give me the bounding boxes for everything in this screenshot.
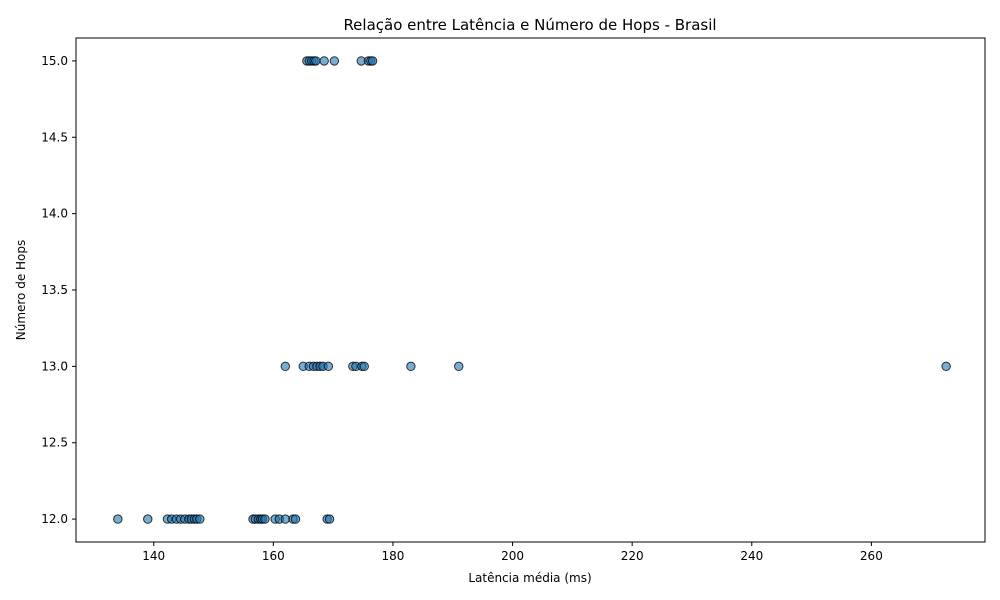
y-tick-label: 13.0 — [41, 359, 68, 373]
x-tick-label: 140 — [142, 549, 165, 563]
chart-title: Relação entre Latência e Número de Hops … — [343, 16, 716, 34]
x-tick-label: 200 — [501, 549, 524, 563]
y-axis-label: Número de Hops — [14, 240, 28, 341]
x-tick-label: 260 — [860, 549, 883, 563]
y-tick-label: 14.5 — [41, 130, 68, 144]
data-point-44 — [311, 56, 321, 66]
y-tick-label: 14.0 — [41, 207, 68, 221]
data-point-50 — [367, 56, 378, 66]
x-tick-label: 240 — [740, 549, 763, 563]
data-point-20 — [280, 514, 291, 524]
x-tick-label: 180 — [382, 549, 405, 563]
y-tick-label: 13.5 — [41, 283, 68, 297]
y-tick-label: 12.0 — [41, 512, 68, 526]
y-axis-ticks: 12.0 12.5 13.0 13.5 14.0 14.5 15.0 — [41, 54, 76, 526]
data-point-0 — [113, 514, 123, 524]
data-point-46 — [329, 56, 340, 66]
data-point-25 — [280, 361, 291, 372]
data-point-38 — [454, 361, 464, 372]
points-layer — [113, 56, 951, 524]
data-point-22 — [290, 514, 301, 524]
x-tick-label: 220 — [621, 549, 644, 563]
x-axis-label: Latência média (ms) — [468, 571, 591, 585]
data-point-24 — [324, 514, 335, 524]
data-point-36 — [359, 361, 369, 372]
x-tick-label: 160 — [262, 549, 285, 563]
y-tick-label: 15.0 — [41, 54, 68, 68]
data-point-1 — [143, 514, 153, 524]
data-point-11 — [195, 514, 205, 524]
data-point-17 — [260, 514, 270, 524]
data-point-45 — [319, 56, 329, 66]
data-point-39 — [941, 361, 951, 372]
data-point-32 — [323, 361, 334, 372]
data-point-37 — [406, 361, 416, 372]
plot-frame — [75, 37, 986, 543]
y-tick-label: 12.5 — [41, 436, 68, 450]
x-axis-ticks: 140 160 180 200 220 240 260 — [142, 542, 883, 563]
